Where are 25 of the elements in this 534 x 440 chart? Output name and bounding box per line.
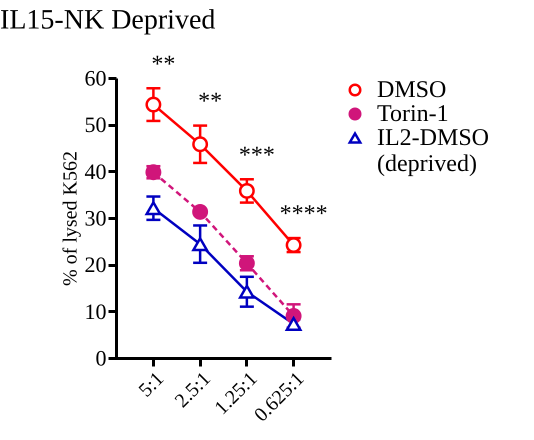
y-tick-label: 50 xyxy=(84,112,106,138)
x-tick-label: 5:1 xyxy=(134,368,168,402)
annotation: **** xyxy=(280,201,328,228)
y-tick-label: 0 xyxy=(96,346,106,370)
annotation: ** xyxy=(198,88,222,115)
y-tick-label: 60 xyxy=(84,66,106,90)
chart-title: IL15-NK Deprived xyxy=(0,4,216,36)
point xyxy=(238,284,255,299)
point xyxy=(192,136,208,152)
y-tick-label: 40 xyxy=(84,158,106,184)
text: ** xyxy=(151,51,176,78)
y-tick-label: 10 xyxy=(84,298,106,324)
annotation: *** xyxy=(238,142,275,168)
point xyxy=(192,204,208,220)
point xyxy=(238,182,255,199)
y-axis-title: % of lysed K562 xyxy=(60,151,82,286)
point xyxy=(192,237,208,252)
y-tick-label: 30 xyxy=(84,206,106,230)
legend-label: IL2-DMSO (deprived) xyxy=(377,125,489,177)
point xyxy=(145,201,162,216)
legend-label: DMSO xyxy=(377,77,446,103)
point xyxy=(145,96,162,113)
legend-label: Torin-1 xyxy=(377,101,449,127)
y-tick-label: 20 xyxy=(84,252,106,278)
point xyxy=(286,316,302,331)
